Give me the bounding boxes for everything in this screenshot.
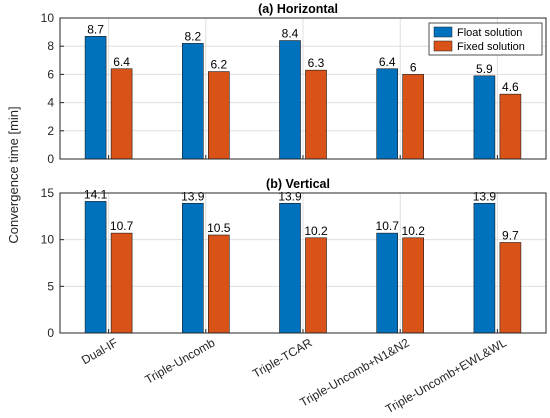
y-tick-label: 4 <box>47 96 54 110</box>
y-tick-label: 10 <box>41 11 55 25</box>
bar-fixed <box>499 242 522 334</box>
panel-title: (b) Vertical <box>266 177 330 191</box>
y-tick-label: 15 <box>41 186 55 200</box>
bar-float <box>473 202 496 334</box>
data-label: 6.4 <box>113 55 130 69</box>
y-tick-label: 2 <box>47 124 54 138</box>
data-label: 4.6 <box>502 80 519 94</box>
legend-swatch-fixed <box>433 40 453 52</box>
data-label: 13.9 <box>473 189 497 203</box>
bar-float <box>84 201 107 334</box>
bar-fixed <box>110 232 133 334</box>
legend-label: Fixed solution <box>457 41 525 53</box>
data-label: 6.3 <box>308 56 325 70</box>
data-label: 8.4 <box>282 27 299 41</box>
data-label: 6.2 <box>210 58 227 72</box>
data-label: 6 <box>410 60 417 74</box>
bar-fixed <box>208 234 230 334</box>
bar-fixed <box>499 93 522 160</box>
data-label: 10.7 <box>376 219 400 233</box>
bar-fixed <box>208 71 230 160</box>
data-label: 5.9 <box>476 62 493 76</box>
bar-float <box>376 232 399 334</box>
bar-fixed <box>305 237 327 334</box>
data-label: 6.4 <box>379 55 396 69</box>
x-category-label: Triple-Uncomb <box>143 335 218 386</box>
data-label: 10.2 <box>304 224 328 238</box>
y-tick-label: 0 <box>47 326 54 340</box>
legend-swatch-float <box>433 26 453 38</box>
legend-label: Float solution <box>457 27 522 39</box>
bar-float <box>473 75 496 160</box>
x-category-label: Triple-TCAR <box>250 335 315 380</box>
x-category-label: Dual-IF <box>79 335 120 367</box>
data-label: 8.2 <box>184 29 201 43</box>
y-tick-label: 6 <box>47 67 54 81</box>
data-label: 9.7 <box>502 228 519 242</box>
bar-fixed <box>110 68 133 160</box>
bar-fixed <box>402 74 425 160</box>
panel-vertical: 0 5 10 15 14.1 13.9 13.9 10.7 13.9 10.7 10.5 10.2 10… <box>41 177 547 340</box>
bar-fixed <box>305 69 327 160</box>
y-tick-label: 8 <box>47 39 54 53</box>
data-label: 10.5 <box>207 221 231 235</box>
data-label: 13.9 <box>278 189 302 203</box>
legend: Float solution Fixed solution <box>428 22 543 56</box>
axes-box <box>59 17 547 160</box>
bar-fixed <box>402 237 425 334</box>
data-label: 10.7 <box>110 219 134 233</box>
y-tick-label: 10 <box>41 233 55 247</box>
y-axis-title: Convergence time [min] <box>6 106 21 243</box>
y-tick-label: 0 <box>47 152 54 166</box>
data-label: 8.7 <box>87 22 104 36</box>
bar-float <box>279 202 301 334</box>
bar-float <box>376 68 399 160</box>
data-label: 14.1 <box>84 187 108 201</box>
panel-title: (a) Horizontal <box>258 2 338 16</box>
axes-box <box>59 192 547 334</box>
data-label: 13.9 <box>181 189 205 203</box>
bar-float <box>84 36 107 160</box>
bar-float <box>182 202 204 334</box>
y-tick-label: 5 <box>47 279 54 293</box>
data-label: 10.2 <box>402 224 426 238</box>
bar-float <box>182 43 204 160</box>
bar-float <box>279 40 301 160</box>
